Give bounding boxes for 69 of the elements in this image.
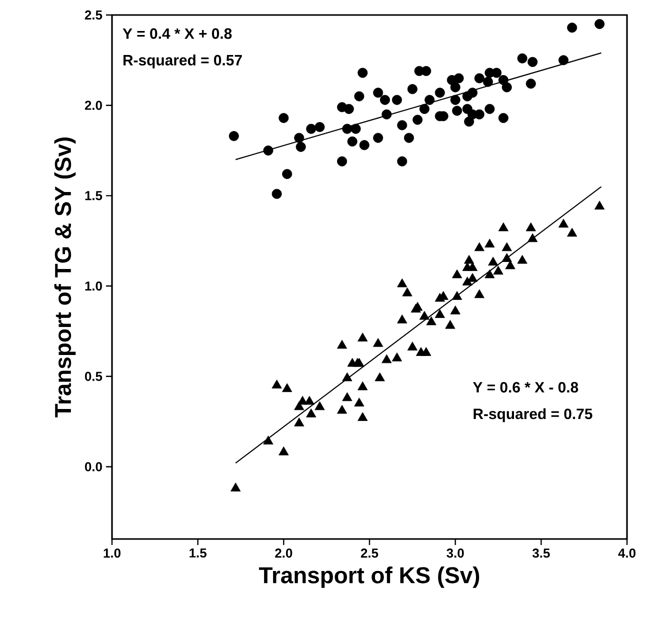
- point: [397, 156, 408, 166]
- x-tick-label: 3.5: [532, 548, 550, 558]
- point: [228, 131, 239, 142]
- point: [434, 88, 445, 98]
- point: [424, 94, 435, 105]
- point: [419, 104, 430, 114]
- y-tick-label: 0.0: [84, 462, 102, 472]
- point: [492, 68, 502, 78]
- point: [373, 132, 384, 143]
- y-tick-label: 1.5: [85, 191, 102, 200]
- point: [474, 109, 484, 120]
- point: [482, 76, 493, 87]
- x-tick-label: 2.5: [360, 548, 378, 558]
- point: [263, 146, 274, 156]
- point: [373, 88, 384, 98]
- point: [358, 68, 368, 78]
- point: [412, 114, 423, 125]
- x-tick-label: 2.0: [275, 548, 292, 558]
- point: [526, 78, 536, 89]
- point: [404, 132, 414, 143]
- point: [278, 112, 289, 123]
- point: [380, 94, 390, 105]
- y-axis-title: Transport of TG & SY (Sv): [54, 137, 76, 418]
- point: [359, 140, 370, 150]
- point: [450, 82, 460, 92]
- x-tick-label: 1.0: [104, 548, 120, 558]
- point: [306, 124, 316, 134]
- point: [450, 94, 460, 105]
- x-axis-title: Transport of KS (Sv): [258, 566, 480, 588]
- point: [294, 132, 304, 143]
- x-tick-label: 3.0: [446, 548, 464, 558]
- y-tick-label: 2.5: [84, 10, 102, 20]
- annotation: Y = 0.4 * X + 0.8: [122, 28, 232, 39]
- point: [337, 156, 348, 166]
- annotation: Y = 0.6 * X - 0.8: [472, 382, 578, 393]
- point: [272, 188, 282, 199]
- y-tick-label: 1.0: [85, 281, 102, 291]
- annotation: R-squared = 0.57: [124, 54, 242, 68]
- point: [517, 53, 528, 64]
- y-tick-label: 2.0: [84, 100, 102, 110]
- point: [397, 120, 408, 130]
- point: [528, 56, 538, 67]
- point: [454, 73, 464, 84]
- point: [498, 112, 508, 123]
- annotation: R-squared = 0.75: [474, 408, 592, 422]
- point: [296, 142, 306, 152]
- point: [347, 136, 358, 146]
- x-tick-label: 4.0: [618, 548, 636, 558]
- y-tick-label: 0.5: [84, 372, 102, 381]
- point: [342, 124, 352, 134]
- x-tick-label: 1.5: [190, 548, 206, 558]
- point: [594, 19, 605, 30]
- point: [452, 106, 462, 116]
- point: [468, 88, 478, 98]
- point: [464, 116, 474, 127]
- point: [558, 55, 568, 66]
- point: [407, 84, 418, 94]
- point: [314, 122, 325, 132]
- point: [344, 104, 354, 114]
- point: [350, 124, 361, 134]
- point: [474, 73, 484, 84]
- point: [502, 82, 512, 92]
- point: [567, 22, 578, 33]
- point: [282, 169, 292, 180]
- point: [354, 91, 364, 102]
- point: [382, 109, 392, 120]
- point: [421, 66, 432, 76]
- point: [392, 94, 402, 105]
- point: [484, 104, 495, 114]
